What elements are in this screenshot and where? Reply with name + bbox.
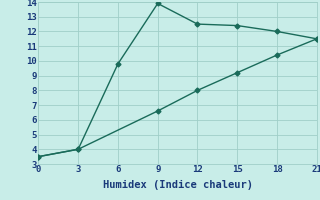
X-axis label: Humidex (Indice chaleur): Humidex (Indice chaleur): [103, 180, 252, 190]
